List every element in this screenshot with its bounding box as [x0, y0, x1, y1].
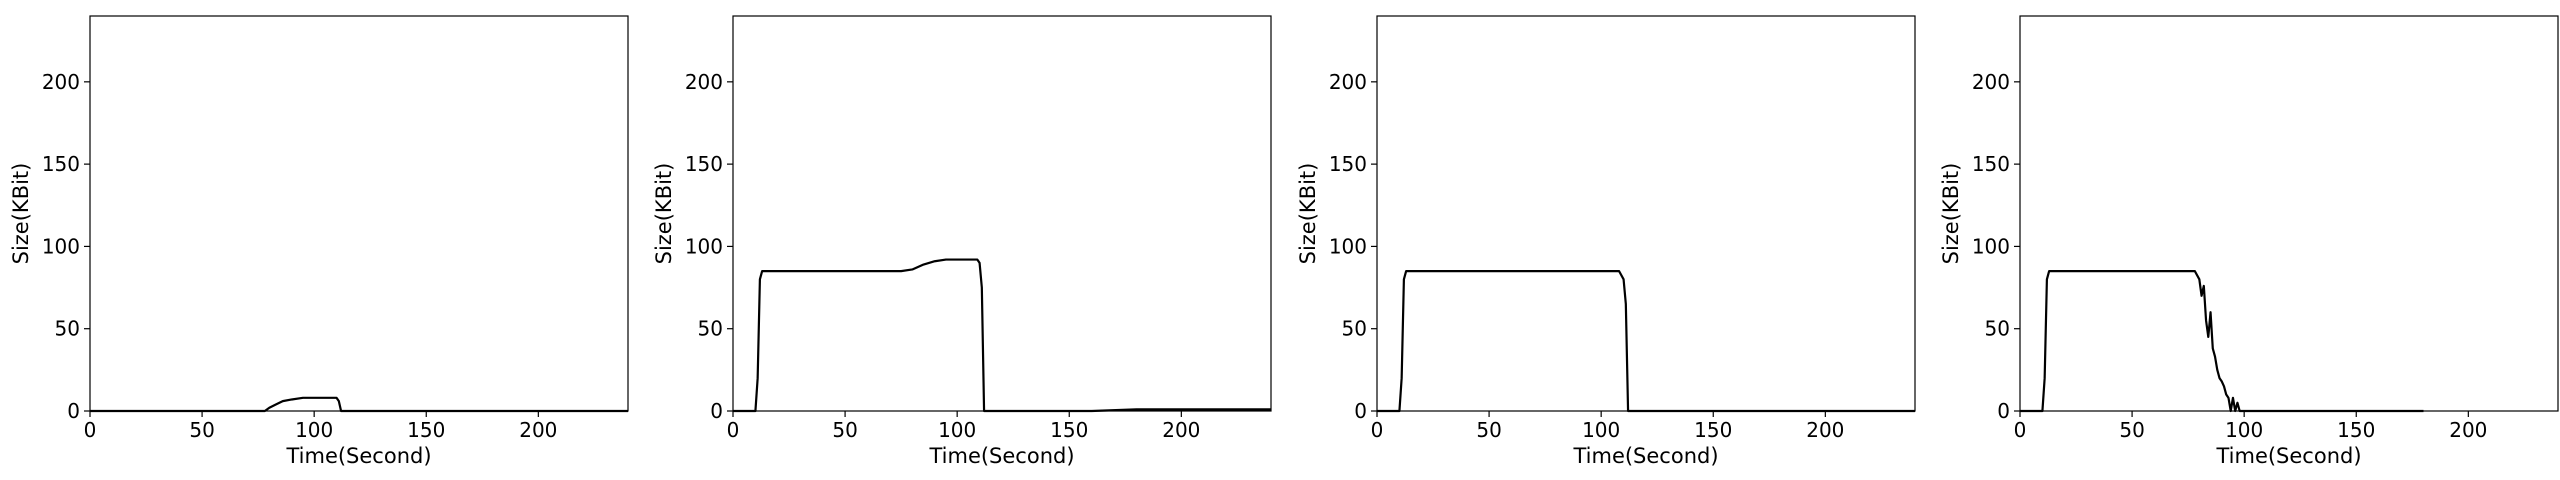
x-tick-label: 50 — [2119, 418, 2144, 442]
x-tick-label: 0 — [84, 418, 97, 442]
chart-panel-3: 0 50 100 150 200 0 50 100 150 200 Time(Second) Size… — [1296, 15, 1916, 468]
x-tick-label: 200 — [519, 418, 557, 442]
x-axis-label: Time(Second) — [1572, 444, 1718, 468]
plot-frame — [89, 15, 629, 412]
x-axis-label: Time(Second) — [2215, 444, 2361, 468]
y-tick-label: 50 — [1985, 317, 2010, 341]
y-tick-label: 100 — [1329, 234, 1367, 258]
x-tick-label: 200 — [1806, 418, 1844, 442]
x-tick-label: 200 — [1162, 418, 1200, 442]
x-tick-label: 150 — [1694, 418, 1732, 442]
y-tick-label: 200 — [1329, 70, 1367, 94]
chart-panel-4: 0 50 100 150 200 0 50 100 150 200 Time(Second) Size… — [1939, 15, 2559, 468]
x-tick-label: 50 — [189, 418, 214, 442]
x-tick-label: 0 — [2014, 418, 2027, 442]
y-tick-label: 150 — [1329, 152, 1367, 176]
y-axis-label: Size(KBit) — [1296, 163, 1320, 265]
x-tick-label: 50 — [832, 418, 857, 442]
x-tick-label: 100 — [1582, 418, 1620, 442]
x-tick-label: 100 — [295, 418, 333, 442]
plot-frame — [1376, 15, 1916, 412]
x-tick-label: 50 — [1476, 418, 1501, 442]
y-tick-label: 50 — [55, 317, 80, 341]
y-tick-label: 200 — [42, 70, 80, 94]
x-tick-label: 0 — [727, 418, 740, 442]
y-tick-label: 0 — [67, 399, 80, 423]
y-tick-label: 50 — [698, 317, 723, 341]
x-tick-label: 100 — [2225, 418, 2263, 442]
y-tick-label: 0 — [1997, 399, 2010, 423]
x-tick-label: 150 — [407, 418, 445, 442]
x-tick-label: 0 — [1371, 418, 1384, 442]
series-line-1 — [2020, 270, 2424, 413]
x-tick-label: 100 — [938, 418, 976, 442]
x-tick-label: 150 — [2337, 418, 2375, 442]
y-axis-label: Size(KBit) — [9, 163, 33, 265]
y-axis-label: Size(KBit) — [1939, 163, 1963, 265]
chart-panel-1: 0 50 100 150 200 0 50 100 150 200 Time(Second) Size… — [9, 15, 629, 468]
plot-frame — [732, 15, 1272, 412]
y-tick-label: 100 — [42, 234, 80, 258]
y-tick-label: 100 — [685, 234, 723, 258]
y-tick-label: 200 — [685, 70, 723, 94]
plot-frame — [2019, 15, 2559, 412]
x-axis-label: Time(Second) — [285, 444, 431, 468]
y-tick-label: 100 — [1972, 234, 2010, 258]
y-tick-label: 50 — [1342, 317, 1367, 341]
series-line-1 — [1377, 270, 1915, 413]
y-tick-label: 150 — [1972, 152, 2010, 176]
series-line-1 — [733, 258, 1271, 413]
x-tick-label: 150 — [1050, 418, 1088, 442]
series-line-1 — [90, 396, 628, 413]
y-tick-label: 0 — [710, 399, 723, 423]
y-tick-label: 0 — [1354, 399, 1367, 423]
y-axis-label: Size(KBit) — [652, 163, 676, 265]
chart-panel-2: 0 50 100 150 200 0 50 100 150 200 Time(Second) Size… — [652, 15, 1272, 468]
y-tick-label: 200 — [1972, 70, 2010, 94]
y-tick-label: 150 — [685, 152, 723, 176]
y-tick-label: 150 — [42, 152, 80, 176]
x-tick-label: 200 — [2449, 418, 2487, 442]
x-axis-label: Time(Second) — [928, 444, 1074, 468]
